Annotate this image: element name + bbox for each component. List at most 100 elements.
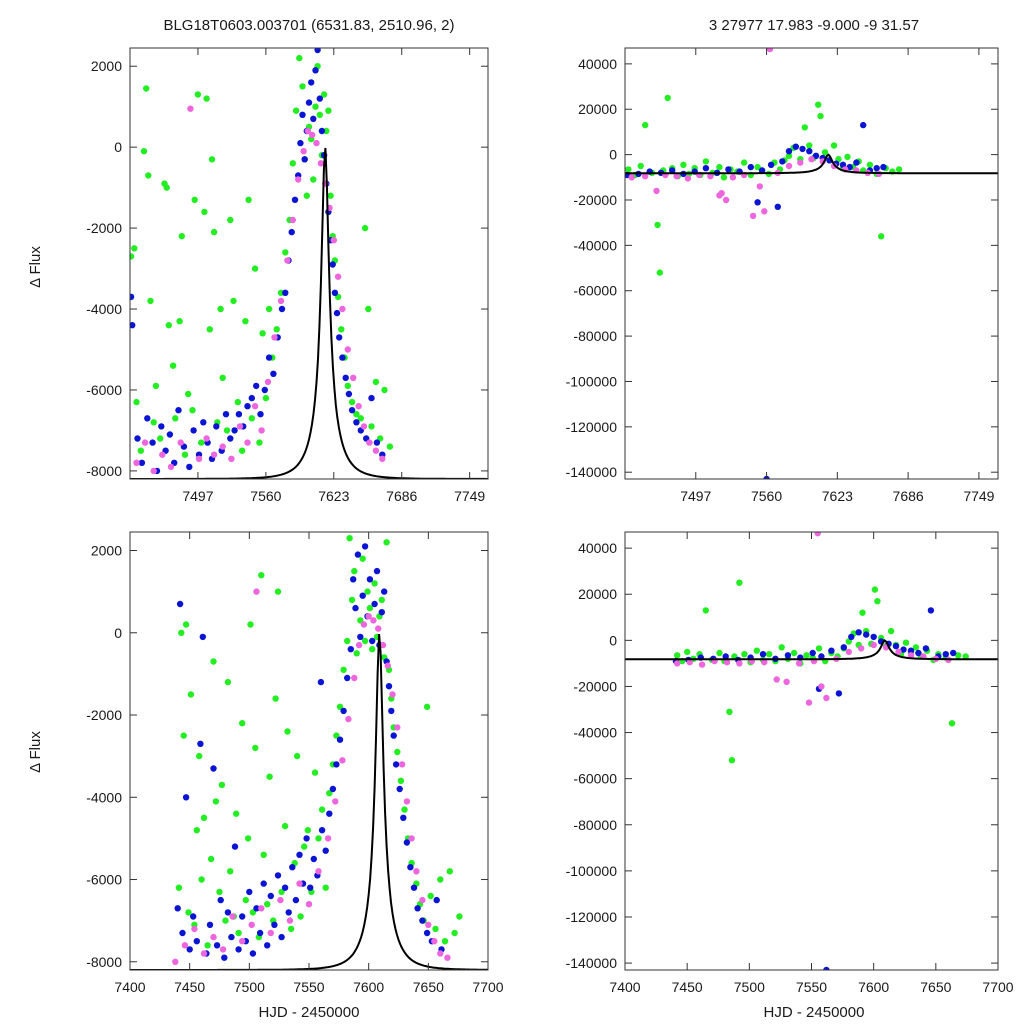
- y-tick-label: -120000: [566, 909, 618, 925]
- point-pink: [870, 641, 877, 649]
- point-green: [260, 851, 267, 858]
- point-green: [185, 909, 192, 916]
- point-green: [821, 149, 829, 156]
- point-green: [394, 748, 401, 756]
- x-tick-label: 7560: [250, 488, 281, 504]
- point-pink: [271, 334, 278, 341]
- point-blue: [342, 374, 349, 381]
- point-blue: [288, 228, 295, 236]
- point-pink: [808, 156, 815, 163]
- point-blue: [812, 152, 820, 159]
- point-green: [353, 411, 360, 418]
- point-blue: [282, 289, 289, 296]
- point-green: [219, 374, 226, 381]
- point-green: [143, 85, 150, 92]
- point-blue: [774, 203, 781, 210]
- point-pink: [167, 463, 175, 471]
- plot-frame: [624, 47, 999, 480]
- y-axis-label-top: Δ Flux: [27, 246, 44, 288]
- point-green: [247, 621, 254, 628]
- point-blue: [345, 390, 353, 398]
- point-pink: [818, 683, 825, 690]
- point-green: [292, 107, 300, 114]
- point-blue: [818, 653, 825, 660]
- y-tick-label: -2000: [86, 707, 122, 723]
- point-pink: [684, 175, 692, 182]
- point-green: [830, 142, 838, 149]
- point-pink: [324, 835, 332, 842]
- point-pink: [398, 761, 406, 768]
- point-green: [948, 720, 956, 727]
- point-green: [878, 233, 885, 240]
- point-green: [446, 868, 453, 875]
- point-blue: [410, 884, 418, 891]
- point-blue: [378, 609, 385, 616]
- point-pink: [295, 176, 302, 183]
- point-blue: [390, 732, 397, 739]
- point-blue: [892, 642, 900, 650]
- point-green: [230, 297, 237, 305]
- point-green: [264, 901, 271, 908]
- point-blue: [271, 921, 278, 928]
- point-blue: [235, 411, 243, 418]
- point-green: [866, 161, 874, 168]
- point-blue: [419, 917, 426, 924]
- point-pink: [210, 933, 217, 941]
- point-blue: [291, 196, 299, 203]
- point-green: [130, 253, 135, 260]
- point-green: [310, 176, 317, 183]
- point-blue: [227, 435, 234, 442]
- point-green: [181, 451, 189, 458]
- point-blue: [870, 633, 877, 641]
- point-blue: [312, 67, 319, 74]
- point-green: [368, 423, 375, 430]
- point-green: [150, 419, 157, 426]
- point-blue: [388, 707, 395, 715]
- point-blue: [278, 933, 285, 941]
- point-green: [301, 843, 308, 850]
- point-blue: [725, 166, 732, 173]
- point-blue: [423, 929, 431, 937]
- point-blue: [414, 905, 421, 912]
- point-green: [726, 708, 733, 715]
- point-blue: [900, 646, 907, 653]
- point-pink: [444, 954, 451, 961]
- y-tick-label: -2000: [86, 220, 122, 236]
- point-green: [361, 224, 369, 232]
- point-pink: [370, 617, 377, 624]
- point-pink: [761, 659, 768, 666]
- x-tick-label: 7560: [751, 488, 782, 504]
- point-pink: [258, 905, 265, 912]
- x-tick-label: 7600: [858, 979, 889, 995]
- point-green: [311, 769, 319, 776]
- point-green: [265, 305, 273, 313]
- point-green: [702, 607, 709, 614]
- point-blue: [848, 633, 855, 641]
- point-green: [196, 752, 203, 760]
- point-blue: [175, 407, 182, 414]
- point-pink: [375, 625, 382, 632]
- point-pink: [773, 676, 780, 683]
- point-blue: [281, 884, 289, 891]
- point-green: [296, 54, 303, 62]
- point-green: [206, 326, 213, 333]
- point-green: [785, 152, 793, 159]
- point-blue: [206, 921, 214, 928]
- point-pink: [823, 694, 830, 702]
- panel-top-left-plot: 7497 7560 7623 7686 7749 -8000 -6000 -4000 -2000…: [86, 47, 489, 504]
- plot-frame: [129, 47, 489, 480]
- point-green: [871, 586, 879, 593]
- y-tick-label: 20000: [578, 101, 617, 117]
- point-pink: [133, 459, 140, 466]
- point-blue: [210, 765, 217, 772]
- point-pink: [203, 435, 210, 442]
- model-curve: [625, 153, 998, 175]
- point-green: [348, 596, 356, 604]
- point-green: [272, 695, 279, 702]
- point-blue: [381, 588, 388, 595]
- point-blue: [190, 913, 197, 920]
- point-pink: [181, 942, 189, 949]
- point-green: [200, 814, 208, 821]
- point-blue: [799, 145, 806, 153]
- point-green: [194, 91, 202, 98]
